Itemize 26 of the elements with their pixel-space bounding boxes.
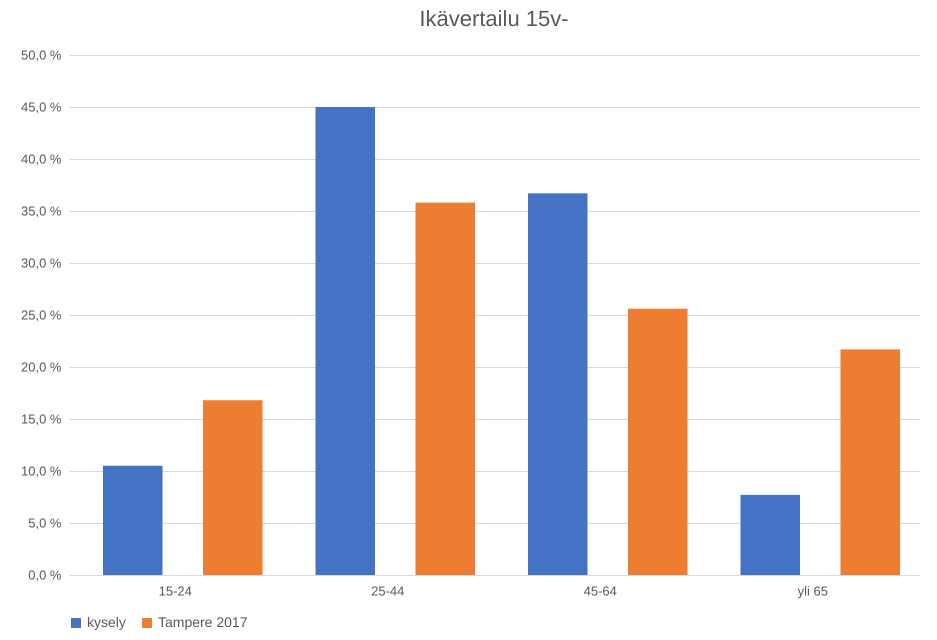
- bar: [416, 202, 475, 575]
- y-tick-label: 25,0 %: [21, 308, 62, 322]
- bar: [628, 308, 688, 575]
- chart-title: Ikävertailu 15v-: [419, 6, 569, 31]
- y-tick-label: 45,0 %: [21, 100, 62, 114]
- y-tick-label: 40,0 %: [21, 152, 62, 166]
- y-tick-label: 35,0 %: [21, 204, 62, 218]
- y-tick-label: 0,0 %: [28, 568, 62, 582]
- x-tick-label: 25-44: [371, 584, 404, 598]
- bar: [103, 466, 162, 575]
- legend-label: Tampere 2017: [158, 614, 248, 630]
- y-tick-label: 20,0 %: [21, 360, 62, 374]
- y-tick-label: 10,0 %: [21, 464, 62, 478]
- y-tick-label: 30,0 %: [21, 256, 62, 270]
- y-tick-label: 15,0 %: [21, 412, 62, 426]
- bar: [203, 400, 262, 575]
- bar: [316, 107, 375, 575]
- x-tick-label: 15-24: [158, 584, 192, 598]
- x-tick-label: yli 65: [798, 584, 828, 598]
- x-tick-label: 45-64: [584, 584, 617, 598]
- legend-label: kysely: [87, 614, 126, 630]
- bar: [840, 349, 900, 575]
- bar: [528, 193, 588, 575]
- bar: [740, 494, 800, 575]
- y-tick-label: 50,0 %: [21, 48, 62, 62]
- y-tick-label: 5,0 %: [28, 516, 62, 530]
